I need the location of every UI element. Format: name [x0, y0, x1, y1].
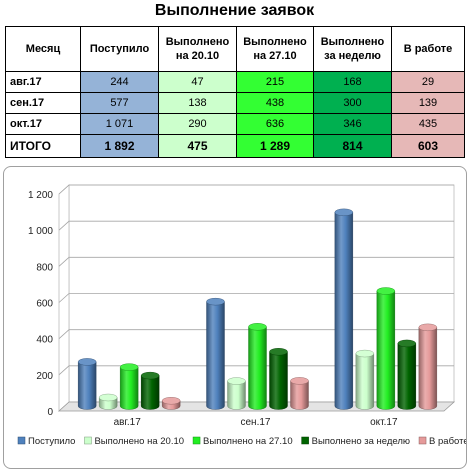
bar-top — [119, 363, 139, 371]
bar-top — [206, 297, 225, 306]
legend-swatch — [84, 436, 92, 445]
gridline — [58, 256, 454, 267]
bar — [355, 353, 375, 410]
table-row: сен.17 577 138 438 300 139 — [5, 92, 465, 114]
bar-top — [77, 358, 97, 366]
row-label: авг.17 — [5, 71, 81, 93]
y-tick-label: 400 — [36, 335, 53, 346]
bar-top — [140, 371, 160, 380]
table-header-row: Месяц Поступило Выполнено на 20.10 Выпол… — [5, 26, 465, 72]
summary-table: Месяц Поступило Выполнено на 20.10 Выпол… — [5, 26, 465, 158]
column-header: Выполнено за неделю — [313, 26, 392, 72]
legend-swatch — [301, 436, 309, 445]
table-cell: 244 — [80, 71, 159, 93]
bar-top — [418, 323, 438, 332]
bar-top — [227, 377, 246, 385]
table-cell: 168 — [313, 71, 392, 93]
bar — [269, 351, 288, 410]
gridline — [58, 184, 454, 195]
table-cell: 29 — [391, 71, 465, 93]
table-cell: 47 — [158, 71, 237, 93]
table-cell: 814 — [313, 134, 392, 158]
bar — [248, 326, 267, 410]
legend-label: Выполнено за неделю — [312, 436, 410, 447]
column-header: Месяц — [5, 26, 81, 72]
bar — [334, 212, 354, 410]
legend-swatch — [17, 436, 26, 445]
table-cell: 435 — [391, 113, 465, 135]
bar-top — [397, 339, 417, 348]
x-tick-label: сен.17 — [241, 417, 271, 428]
gridline — [58, 365, 454, 376]
gridline — [58, 220, 454, 231]
bar-top — [355, 349, 375, 358]
table-cell: 290 — [158, 113, 237, 135]
column-header: В работе — [391, 26, 465, 72]
gridline — [58, 329, 454, 339]
table-cell: 438 — [236, 92, 314, 114]
y-tick-label: 800 — [36, 262, 53, 273]
legend-label: В работе — [429, 436, 466, 447]
legend-label: Выполнено на 20.10 — [94, 436, 184, 447]
bar — [119, 366, 139, 410]
row-label: окт.17 — [5, 113, 81, 135]
table-cell: 1 289 — [236, 134, 314, 158]
y-tick-label: 1 200 — [28, 190, 53, 201]
y-tick-label: 200 — [36, 371, 53, 382]
gridline — [58, 293, 454, 303]
bar — [290, 380, 309, 410]
bar-top — [161, 397, 181, 405]
bar-top — [376, 287, 396, 295]
legend-swatch — [192, 436, 201, 445]
legend-label: Поступило — [28, 436, 75, 447]
x-tick-label: авг.17 — [114, 417, 142, 428]
row-label: сен.17 — [5, 92, 81, 114]
y-tick-label: 600 — [36, 299, 53, 310]
bar — [418, 327, 438, 410]
bar — [376, 290, 396, 410]
column-header: Поступило — [80, 26, 159, 72]
bar-top — [290, 377, 309, 385]
table-cell: 475 — [158, 134, 237, 158]
bar — [227, 380, 246, 410]
table-total-row: ИТОГО 1 892 475 1 289 814 603 — [5, 134, 465, 158]
bar-top — [98, 393, 118, 402]
table-cell: 1 071 — [80, 113, 159, 135]
table-cell: 139 — [391, 92, 465, 114]
x-tick-label: окт.17 — [370, 417, 398, 428]
table-row: окт.17 1 071 290 636 346 435 — [5, 113, 465, 135]
bar — [206, 301, 225, 410]
table-cell: 138 — [158, 92, 237, 114]
column-header: Выполнено на 27.10 — [236, 26, 314, 72]
bar — [397, 343, 417, 410]
row-label: ИТОГО — [5, 134, 81, 158]
page-title: Выполнение заявок — [154, 2, 315, 19]
table-cell: 215 — [236, 71, 314, 93]
table-cell: 346 — [313, 113, 392, 135]
bar-top — [334, 208, 354, 217]
table-cell: 300 — [313, 92, 392, 114]
table-cell: 577 — [80, 92, 159, 114]
bar — [77, 361, 97, 410]
legend-label: Выполнено на 27.10 — [203, 436, 293, 447]
bar-chart: 0 200 400 600 800 1 000 1 200 авг.17 сен.17 окт.1… — [17, 184, 466, 447]
bar — [140, 375, 160, 410]
table-cell: 1 892 — [80, 134, 159, 158]
chart-frame: 0 200 400 600 800 1 000 1 200 авг.17 сен.17 окт.1… — [3, 166, 467, 469]
bar-top — [248, 323, 267, 331]
column-header: Выполнено на 20.10 — [158, 26, 237, 72]
legend-swatch — [418, 436, 427, 445]
y-tick-label: 0 — [47, 407, 53, 418]
table-row: авг.17 244 47 215 168 29 — [5, 71, 465, 93]
y-tick-label: 1 000 — [28, 226, 53, 237]
table-cell: 636 — [236, 113, 314, 135]
bar-top — [269, 348, 288, 356]
table-cell: 603 — [391, 134, 465, 158]
